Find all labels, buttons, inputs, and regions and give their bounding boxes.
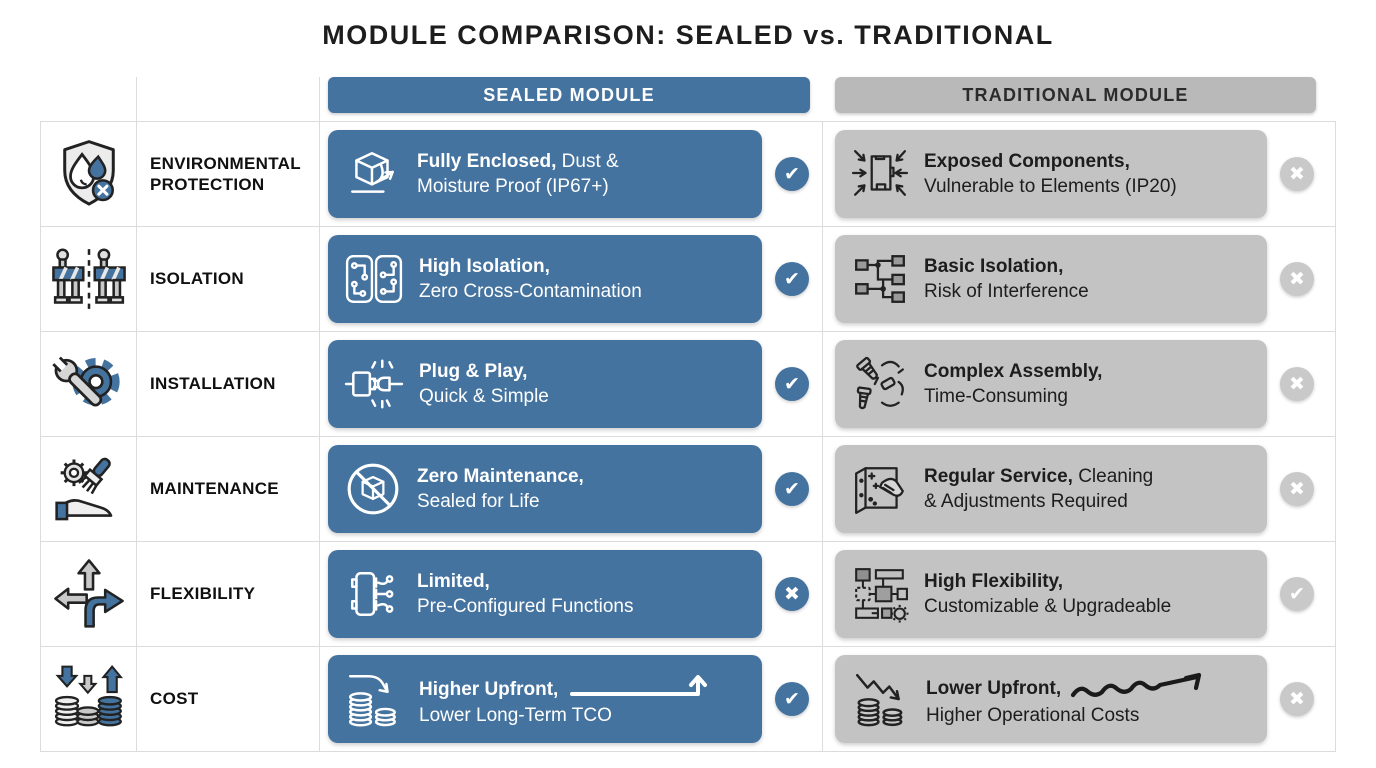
- sealed-card-text: High Isolation, Zero Cross-Contamination: [419, 255, 642, 302]
- cross-badge: ✖: [1280, 157, 1314, 191]
- circuit-blocks-icon: [855, 255, 905, 303]
- check-badge: ✔: [775, 682, 809, 716]
- sealed-card-text: Limited, Pre-Configured Functions: [417, 570, 634, 617]
- category-label: INSTALLATION: [137, 332, 320, 436]
- sealed-card: Zero Maintenance, Sealed for Life: [328, 445, 762, 533]
- table-row: FLEXIBILITY Limited, Pre-Configured Func…: [40, 541, 1336, 646]
- table-row: INSTALLATION Plug & Play, Quick & Simple…: [40, 331, 1336, 436]
- shield-water-drops-icon: [62, 140, 115, 206]
- cross-badge: ✖: [1280, 367, 1314, 401]
- sealed-card: Fully Enclosed, Dust & Moisture Proof (I…: [328, 130, 762, 218]
- hand-brush-gear-icon: [54, 457, 112, 521]
- check-badge: ✔: [775, 367, 809, 401]
- category-label: ISOLATION: [137, 227, 320, 331]
- traditional-card: Complex Assembly, Time-Consuming: [835, 340, 1267, 428]
- exposed-components-icon: [851, 150, 909, 196]
- isolation-barriers-icon: [51, 248, 126, 309]
- screws-parts-icon: [856, 356, 904, 410]
- cleaning-panel-icon: [855, 467, 904, 514]
- sealed-box-arrow-icon: [351, 152, 394, 193]
- category-label: COST: [137, 647, 320, 751]
- sealed-card-text: Fully Enclosed, Dust & Moisture Proof (I…: [417, 150, 619, 197]
- flat-then-up-arrow-icon: [570, 675, 708, 697]
- category-label: MAINTENANCE: [137, 437, 320, 541]
- branching-arrows-icon: [53, 559, 124, 628]
- traditional-card-text: Regular Service, Cleaning & Adjustments …: [924, 465, 1154, 512]
- fixed-module-icon: [351, 572, 394, 616]
- no-maintenance-box-icon: [347, 463, 399, 515]
- category-label: FLEXIBILITY: [137, 542, 320, 646]
- table-row: MAINTENANCE Zero Maintenance, Sealed for…: [40, 436, 1336, 541]
- sealed-card: Plug & Play, Quick & Simple: [328, 340, 762, 428]
- sealed-card: Higher Upfront, Lower Long-Term TCO: [328, 655, 762, 743]
- cross-badge: ✖: [775, 577, 809, 611]
- sealed-card-text: Zero Maintenance, Sealed for Life: [417, 465, 584, 512]
- traditional-card: Exposed Components, Vulnerable to Elemen…: [835, 130, 1267, 218]
- cross-badge: ✖: [1280, 682, 1314, 716]
- traditional-card-text: High Flexibility, Customizable & Upgrade…: [924, 570, 1172, 617]
- traditional-card-text: Complex Assembly, Time-Consuming: [924, 360, 1103, 407]
- category-label: ENVIRONMENTAL PROTECTION: [137, 122, 320, 226]
- traditional-card: Lower Upfront, Higher Operational Costs: [835, 655, 1267, 743]
- wavy-rising-arrow-icon: [1071, 673, 1202, 698]
- sealed-card: Limited, Pre-Configured Functions: [328, 550, 762, 638]
- coins-arrows-icon: [54, 664, 123, 727]
- table-row: ISOLATION High Isolation, Zero Cross-Con…: [40, 226, 1336, 331]
- plug-play-icon: [344, 359, 404, 409]
- check-badge: ✔: [775, 157, 809, 191]
- coins-decline-icon: [348, 675, 396, 727]
- traditional-column-header: TRADITIONAL MODULE: [835, 77, 1316, 113]
- check-badge: ✔: [1280, 577, 1314, 611]
- check-badge: ✔: [775, 262, 809, 296]
- sealed-card-text: Higher Upfront, Lower Long-Term TCO: [419, 670, 716, 728]
- traditional-card: Basic Isolation, Risk of Interference: [835, 235, 1267, 323]
- circuit-boards-icon: [345, 255, 403, 303]
- traditional-card-text: Lower Upfront, Higher Operational Costs: [926, 669, 1239, 728]
- table-row: ENVIRONMENTAL PROTECTION Fully Enclosed,…: [40, 121, 1336, 226]
- comparison-table: SEALED MODULE TRADITIONAL MODULE ENVIRON…: [40, 77, 1336, 752]
- check-badge: ✔: [775, 472, 809, 506]
- cross-badge: ✖: [1280, 472, 1314, 506]
- traditional-card-text: Exposed Components, Vulnerable to Elemen…: [924, 150, 1177, 197]
- wrench-gear-icon: [51, 356, 120, 407]
- traditional-card: Regular Service, Cleaning & Adjustments …: [835, 445, 1267, 533]
- sealed-card-text: Plug & Play, Quick & Simple: [419, 360, 549, 407]
- modular-blocks-gear-icon: [855, 568, 909, 623]
- traditional-card: High Flexibility, Customizable & Upgrade…: [835, 550, 1267, 638]
- traditional-card-text: Basic Isolation, Risk of Interference: [924, 255, 1089, 302]
- sealed-card: High Isolation, Zero Cross-Contamination: [328, 235, 762, 323]
- header-row: SEALED MODULE TRADITIONAL MODULE: [40, 77, 1336, 121]
- table-row: COST Higher Upfront, Lower Long-Term TCO…: [40, 646, 1336, 752]
- cross-badge: ✖: [1280, 262, 1314, 296]
- coins-drop-icon: [855, 673, 903, 727]
- page-title: MODULE COMPARISON: SEALED vs. TRADITIONA…: [322, 20, 1054, 50]
- sealed-column-header: SEALED MODULE: [328, 77, 810, 113]
